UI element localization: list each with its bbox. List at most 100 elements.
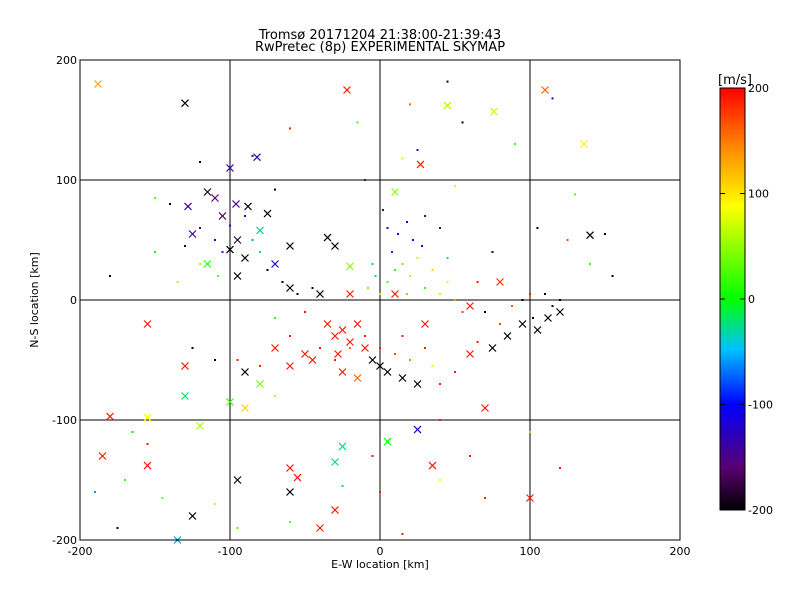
data-point-dot [409, 275, 411, 277]
x-tick-label: -200 [68, 545, 93, 558]
data-point-cross [286, 488, 294, 496]
data-point-cross [196, 422, 204, 430]
y-tick-label: -200 [52, 534, 77, 547]
data-point-cross [143, 461, 152, 470]
data-point-cross [233, 236, 242, 244]
data-point-dot [491, 251, 494, 253]
data-point-cross [391, 290, 399, 298]
data-point-cross [421, 320, 429, 328]
data-point-cross [256, 226, 264, 235]
data-point-dot [559, 299, 561, 301]
data-point-cross [466, 350, 474, 358]
colorbar-tick-label: -200 [748, 504, 773, 517]
colorbar-tick-label: 0 [748, 293, 755, 306]
data-point-cross [184, 202, 192, 211]
data-point-dot [229, 224, 231, 227]
data-point-cross [526, 494, 534, 502]
data-point-dot [529, 293, 531, 295]
axis-ticks: -200 -100 0 100 200 -200 -100 0 100 200 [52, 54, 690, 558]
data-point-cross [211, 194, 219, 202]
data-point-dot [341, 485, 344, 487]
data-point-dot [274, 317, 276, 319]
data-point-dot [311, 287, 314, 289]
data-point-dot [367, 287, 369, 289]
gridlines [80, 60, 680, 540]
data-point-dot [124, 479, 126, 481]
data-point-dot [484, 311, 486, 313]
data-point-cross [286, 242, 294, 250]
data-point-cross [143, 413, 152, 422]
data-point-dot [401, 263, 404, 265]
data-point-dot [446, 281, 449, 283]
data-point-dot [611, 275, 614, 277]
data-point-dot [364, 179, 366, 181]
data-point-cross [232, 200, 240, 208]
chart-subtitle: RwPretec (8p) EXPERIMENTAL SKYMAP [255, 40, 505, 55]
data-point-dot [461, 311, 464, 313]
y-tick-label: -100 [52, 414, 77, 427]
data-point-cross [286, 284, 294, 292]
y-axis-label: N-S location [km] [28, 252, 41, 348]
data-point-dot [379, 347, 381, 349]
data-point-dot [416, 257, 419, 259]
data-point-dot [431, 365, 434, 367]
data-point-cross [226, 245, 234, 254]
data-point-dot [382, 209, 384, 211]
data-point-cross [518, 320, 527, 328]
data-point-cross [308, 356, 317, 364]
data-point-dot [199, 227, 201, 229]
data-point-dot [439, 293, 441, 295]
data-point-cross [256, 380, 264, 388]
x-tick-label: -100 [218, 545, 243, 558]
y-tick-label: 0 [70, 294, 77, 307]
colorbar: [m/s] 200 100 0 -100 -200 [718, 73, 773, 517]
data-point-cross [346, 262, 354, 271]
data-point-dot [236, 359, 239, 361]
data-point-dot [266, 269, 269, 271]
data-point-dot [566, 239, 569, 241]
data-point-dot [536, 227, 539, 229]
data-point-cross [334, 350, 342, 358]
data-point-dot [217, 275, 219, 277]
data-point-dot [386, 227, 389, 229]
data-point-cross [241, 254, 249, 262]
data-point-dot [532, 317, 534, 319]
data-point-cross [331, 332, 339, 340]
colorbar-tick-label: 200 [748, 82, 769, 95]
data-point-cross [293, 473, 302, 482]
colorbar-tick-label: -100 [748, 399, 773, 412]
data-point-cross [226, 164, 234, 172]
data-point-cross [203, 188, 212, 196]
data-point-dot [604, 233, 606, 235]
data-point-dot [412, 239, 414, 241]
data-point-dot [424, 287, 426, 289]
data-point-dot [551, 305, 554, 307]
data-point-dot [281, 281, 284, 283]
data-point-dot [589, 263, 591, 265]
data-point-dot [406, 221, 408, 223]
data-point-cross [188, 512, 197, 520]
data-point-dot [401, 335, 404, 337]
data-point-dot [349, 347, 351, 349]
data-point-cross [233, 476, 242, 484]
data-point-dot [439, 479, 441, 481]
data-point-dot [244, 215, 246, 217]
data-point-cross [271, 344, 279, 352]
data-point-cross [263, 209, 272, 218]
data-point-dot [379, 293, 381, 295]
data-point-dot [154, 197, 156, 199]
data-point-dot [289, 127, 291, 130]
data-point-dot [514, 143, 516, 145]
data-point-dot [199, 263, 201, 265]
data-point-dot [236, 527, 239, 529]
data-point-cross [143, 320, 152, 328]
data-point-cross [398, 374, 407, 382]
data-point-cross [466, 302, 474, 310]
data-point-dot [461, 121, 464, 124]
data-point-cross [541, 86, 549, 94]
data-point-cross [338, 368, 347, 376]
data-point-dot [424, 347, 426, 349]
data-point-cross [413, 380, 422, 388]
data-point-dot [391, 251, 393, 253]
